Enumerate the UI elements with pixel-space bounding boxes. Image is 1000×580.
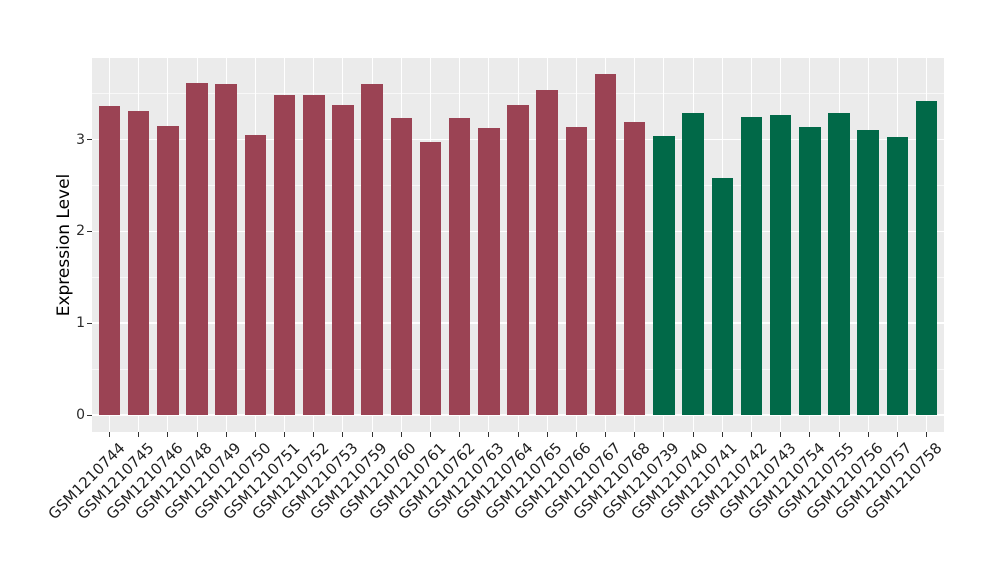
x-tick: [896, 432, 898, 437]
y-tick-label: 2: [76, 223, 85, 240]
y-tick-label: 3: [76, 131, 85, 148]
y-axis-title: Expression Level: [54, 173, 74, 317]
bar: [273, 94, 296, 415]
bar: [419, 142, 442, 415]
y-tick: [87, 139, 92, 141]
x-tick: [284, 432, 286, 437]
x-tick: [429, 432, 431, 437]
bar: [361, 83, 383, 415]
x-tick: [809, 432, 811, 437]
bar: [536, 90, 558, 415]
bar: [740, 116, 763, 415]
x-tick: [459, 432, 461, 437]
x-tick: [721, 432, 723, 437]
bar: [244, 135, 267, 415]
x-tick: [371, 432, 373, 437]
bar: [186, 82, 208, 415]
bar: [799, 126, 821, 415]
bar: [828, 112, 850, 415]
bar: [769, 114, 792, 415]
bar: [857, 129, 879, 415]
x-tick: [138, 432, 140, 437]
x-tick: [575, 432, 577, 437]
bar: [594, 74, 617, 415]
bar: [127, 111, 150, 415]
bar: [915, 101, 938, 415]
bar: [886, 136, 909, 415]
x-tick: [109, 432, 110, 437]
x-tick: [254, 432, 256, 437]
bar: [215, 83, 237, 415]
bar: [332, 104, 354, 415]
x-tick: [692, 432, 694, 437]
bar: [565, 126, 588, 415]
bar: [448, 118, 471, 415]
bar: [98, 105, 121, 415]
bar: [507, 104, 529, 415]
x-tick: [167, 432, 169, 437]
x-tick: [196, 432, 198, 437]
x-tick: [546, 432, 548, 437]
y-tick: [87, 414, 92, 416]
x-tick: [867, 432, 869, 437]
bar: [653, 135, 675, 415]
plot-panel: [92, 58, 944, 432]
x-tick: [225, 432, 227, 437]
bar: [157, 125, 179, 415]
y-tick-label: 1: [76, 315, 85, 332]
y-tick: [87, 322, 92, 324]
x-tick: [488, 432, 490, 437]
bar: [623, 122, 646, 415]
x-tick: [663, 432, 665, 437]
x-tick: [750, 432, 752, 437]
bar: [711, 178, 734, 415]
bar: [478, 127, 500, 415]
x-tick: [838, 432, 840, 437]
x-tick: [400, 432, 402, 437]
x-tick: [313, 432, 315, 437]
x-tick: [605, 432, 607, 437]
y-tick-label: 0: [76, 407, 85, 423]
x-tick: [634, 432, 636, 437]
bar: [303, 94, 325, 415]
x-tick: [926, 432, 928, 437]
x-tick: [780, 432, 782, 437]
bar: [682, 112, 704, 415]
x-tick: [342, 432, 344, 437]
x-tick: [517, 432, 519, 437]
bar: [390, 117, 413, 415]
y-tick: [87, 230, 92, 232]
